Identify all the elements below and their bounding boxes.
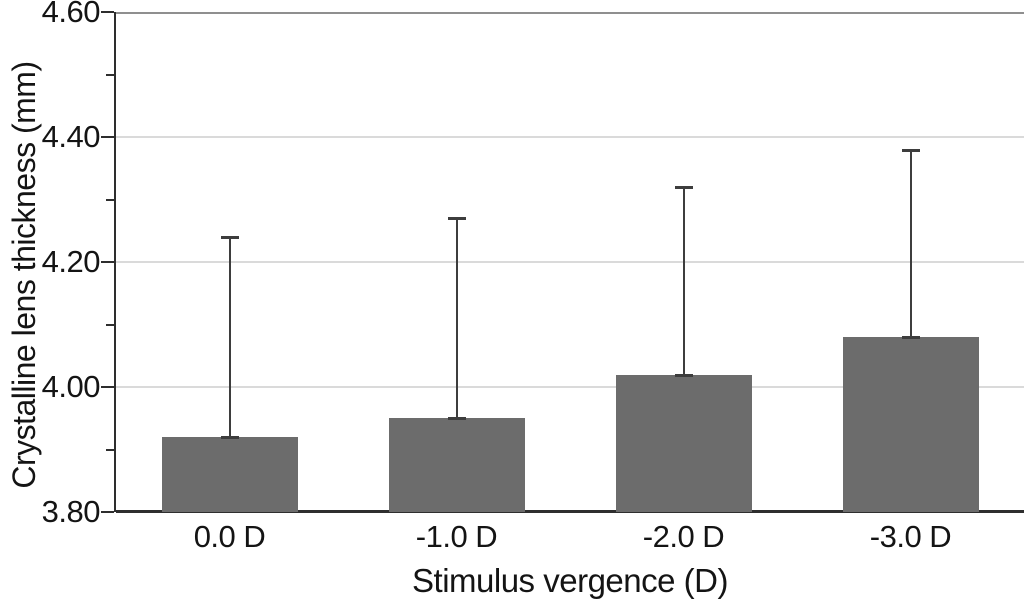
x-tick-label: -3.0 D xyxy=(869,519,952,554)
y-axis-line xyxy=(114,12,116,512)
plot-area xyxy=(116,12,1024,513)
error-bar-cap xyxy=(901,148,920,152)
x-tick-label: -2.0 D xyxy=(642,519,725,554)
x-tick-label: 0.0 D xyxy=(193,519,266,554)
bar xyxy=(842,337,979,512)
major-gridline xyxy=(116,261,1024,263)
error-bar-cap xyxy=(220,236,239,239)
bar xyxy=(615,374,752,512)
error-bar xyxy=(909,149,912,337)
error-bar-cap xyxy=(674,373,693,377)
error-bar-cap xyxy=(447,417,466,421)
y-major-tick xyxy=(101,136,114,138)
error-bar-cap xyxy=(901,336,920,339)
y-major-tick xyxy=(101,511,114,513)
y-major-tick xyxy=(101,11,114,13)
error-bar xyxy=(455,218,458,419)
y-tick-label: 4.20 xyxy=(41,244,101,279)
error-bar-cap xyxy=(674,186,693,189)
error-bar-cap xyxy=(220,436,239,439)
y-major-tick xyxy=(101,261,114,263)
y-tick-label: 3.80 xyxy=(41,494,101,529)
bar xyxy=(161,437,298,512)
y-tick-label: 4.00 xyxy=(41,369,101,404)
y-major-tick xyxy=(101,386,114,388)
error-bar-cap xyxy=(447,217,466,221)
y-minor-tick xyxy=(106,73,114,76)
error-bar xyxy=(682,187,685,375)
y-minor-tick xyxy=(106,198,114,201)
y-tick-label: 4.40 xyxy=(41,119,101,154)
x-axis-line xyxy=(116,510,1024,513)
x-tick-label: -1.0 D xyxy=(415,519,498,554)
major-gridline xyxy=(116,136,1024,138)
x-axis-title: Stimulus vergence (D) xyxy=(412,562,728,599)
error-bar xyxy=(228,237,231,437)
plot-top-border xyxy=(116,12,1024,14)
y-tick-label: 4.60 xyxy=(41,0,101,29)
major-gridline xyxy=(116,386,1024,388)
y-minor-tick xyxy=(106,448,114,451)
bar xyxy=(388,418,525,512)
y-minor-tick xyxy=(106,323,114,326)
